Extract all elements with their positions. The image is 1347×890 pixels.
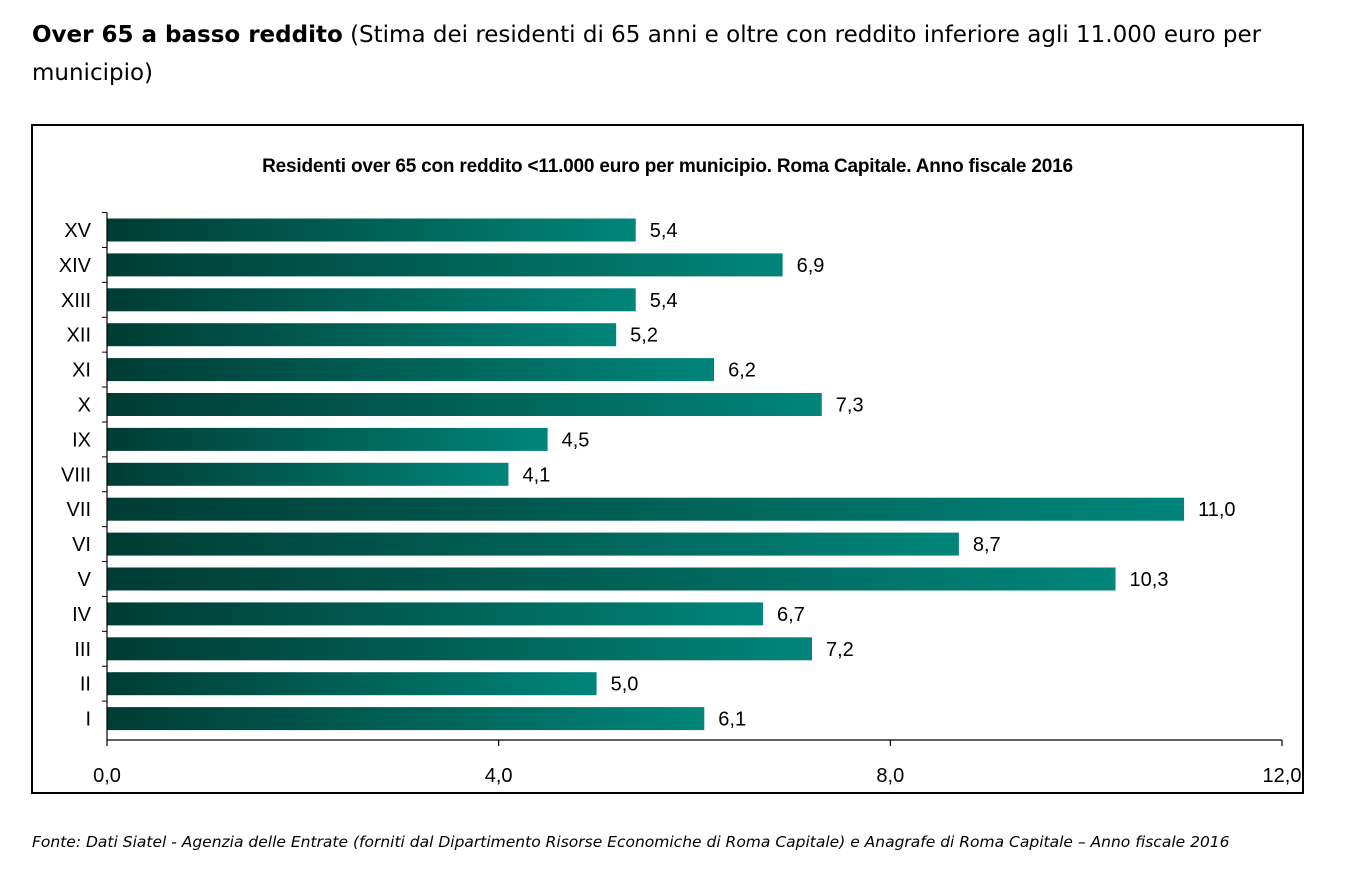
chart-title: Residenti over 65 con reddito <11.000 eu…	[262, 156, 1073, 177]
value-label-III: 7,2	[826, 639, 854, 661]
x-tick-label-2: 8,0	[876, 765, 904, 787]
value-label-XIII: 5,4	[650, 290, 678, 312]
bar-V	[107, 567, 1116, 591]
category-label-III: III	[74, 639, 91, 661]
source-note: Fonte: Dati Siatel - Agenzia delle Entra…	[32, 833, 1230, 851]
category-label-VII: VII	[67, 499, 91, 521]
category-label-IX: IX	[72, 429, 91, 451]
value-label-VI: 8,7	[973, 534, 1001, 556]
bar-VII	[107, 497, 1185, 521]
category-label-XIII: XIII	[61, 290, 91, 312]
bar-VIII	[107, 462, 509, 486]
category-label-VI: VI	[72, 534, 91, 556]
bar-III	[107, 637, 812, 661]
value-label-VII: 11,0	[1198, 499, 1235, 521]
category-label-II: II	[80, 674, 91, 696]
value-label-IX: 4,5	[562, 429, 590, 451]
page-heading: Over 65 a basso reddito (Stima dei resid…	[32, 16, 1322, 92]
value-label-I: 6,1	[718, 709, 746, 731]
bar-X	[107, 393, 822, 416]
bar-XII	[107, 323, 617, 347]
x-tick-label-3: 12,0	[1263, 765, 1302, 787]
value-label-X: 7,3	[836, 395, 864, 417]
bar-VI	[107, 532, 959, 556]
heading-bold: Over 65 a basso reddito	[32, 22, 343, 48]
bar-XIII	[107, 288, 636, 312]
bar-IV	[107, 602, 764, 626]
value-label-XV: 5,4	[650, 220, 678, 242]
category-label-I: I	[85, 709, 91, 731]
category-label-XII: XII	[67, 325, 91, 347]
value-label-XI: 6,2	[728, 360, 756, 382]
x-tick-label-1: 4,0	[485, 765, 513, 787]
value-label-XII: 5,2	[630, 325, 658, 347]
bar-XI	[107, 358, 715, 382]
category-label-V: V	[78, 569, 92, 591]
category-label-XI: XI	[72, 360, 91, 382]
x-tick-label-0: 0,0	[93, 765, 121, 787]
category-label-VIII: VIII	[61, 464, 91, 486]
category-label-XV: XV	[64, 220, 91, 242]
value-label-II: 5,0	[611, 674, 639, 696]
bar-I	[107, 707, 705, 731]
category-label-X: X	[78, 395, 91, 417]
bar-XV	[107, 218, 636, 242]
value-label-V: 10,3	[1130, 569, 1169, 591]
value-label-IV: 6,7	[777, 604, 805, 626]
category-label-XIV: XIV	[59, 255, 92, 277]
bar-II	[107, 672, 597, 696]
bar-IX	[107, 427, 548, 451]
value-label-VIII: 4,1	[522, 464, 550, 486]
heading-rest: (Stima dei residenti di 65 anni e oltre …	[32, 22, 1262, 86]
bar-XIV	[107, 253, 783, 277]
bar-chart: 5,4 6,9 5,4 5,2 6,2 7,3 4,5 4,1 11,0 8,7 10,3 6,7 7,…	[59, 212, 1302, 787]
category-label-IV: IV	[72, 604, 92, 626]
chart-frame: Residenti over 65 con reddito <11.000 eu…	[31, 124, 1304, 794]
value-label-XIV: 6,9	[797, 255, 825, 277]
